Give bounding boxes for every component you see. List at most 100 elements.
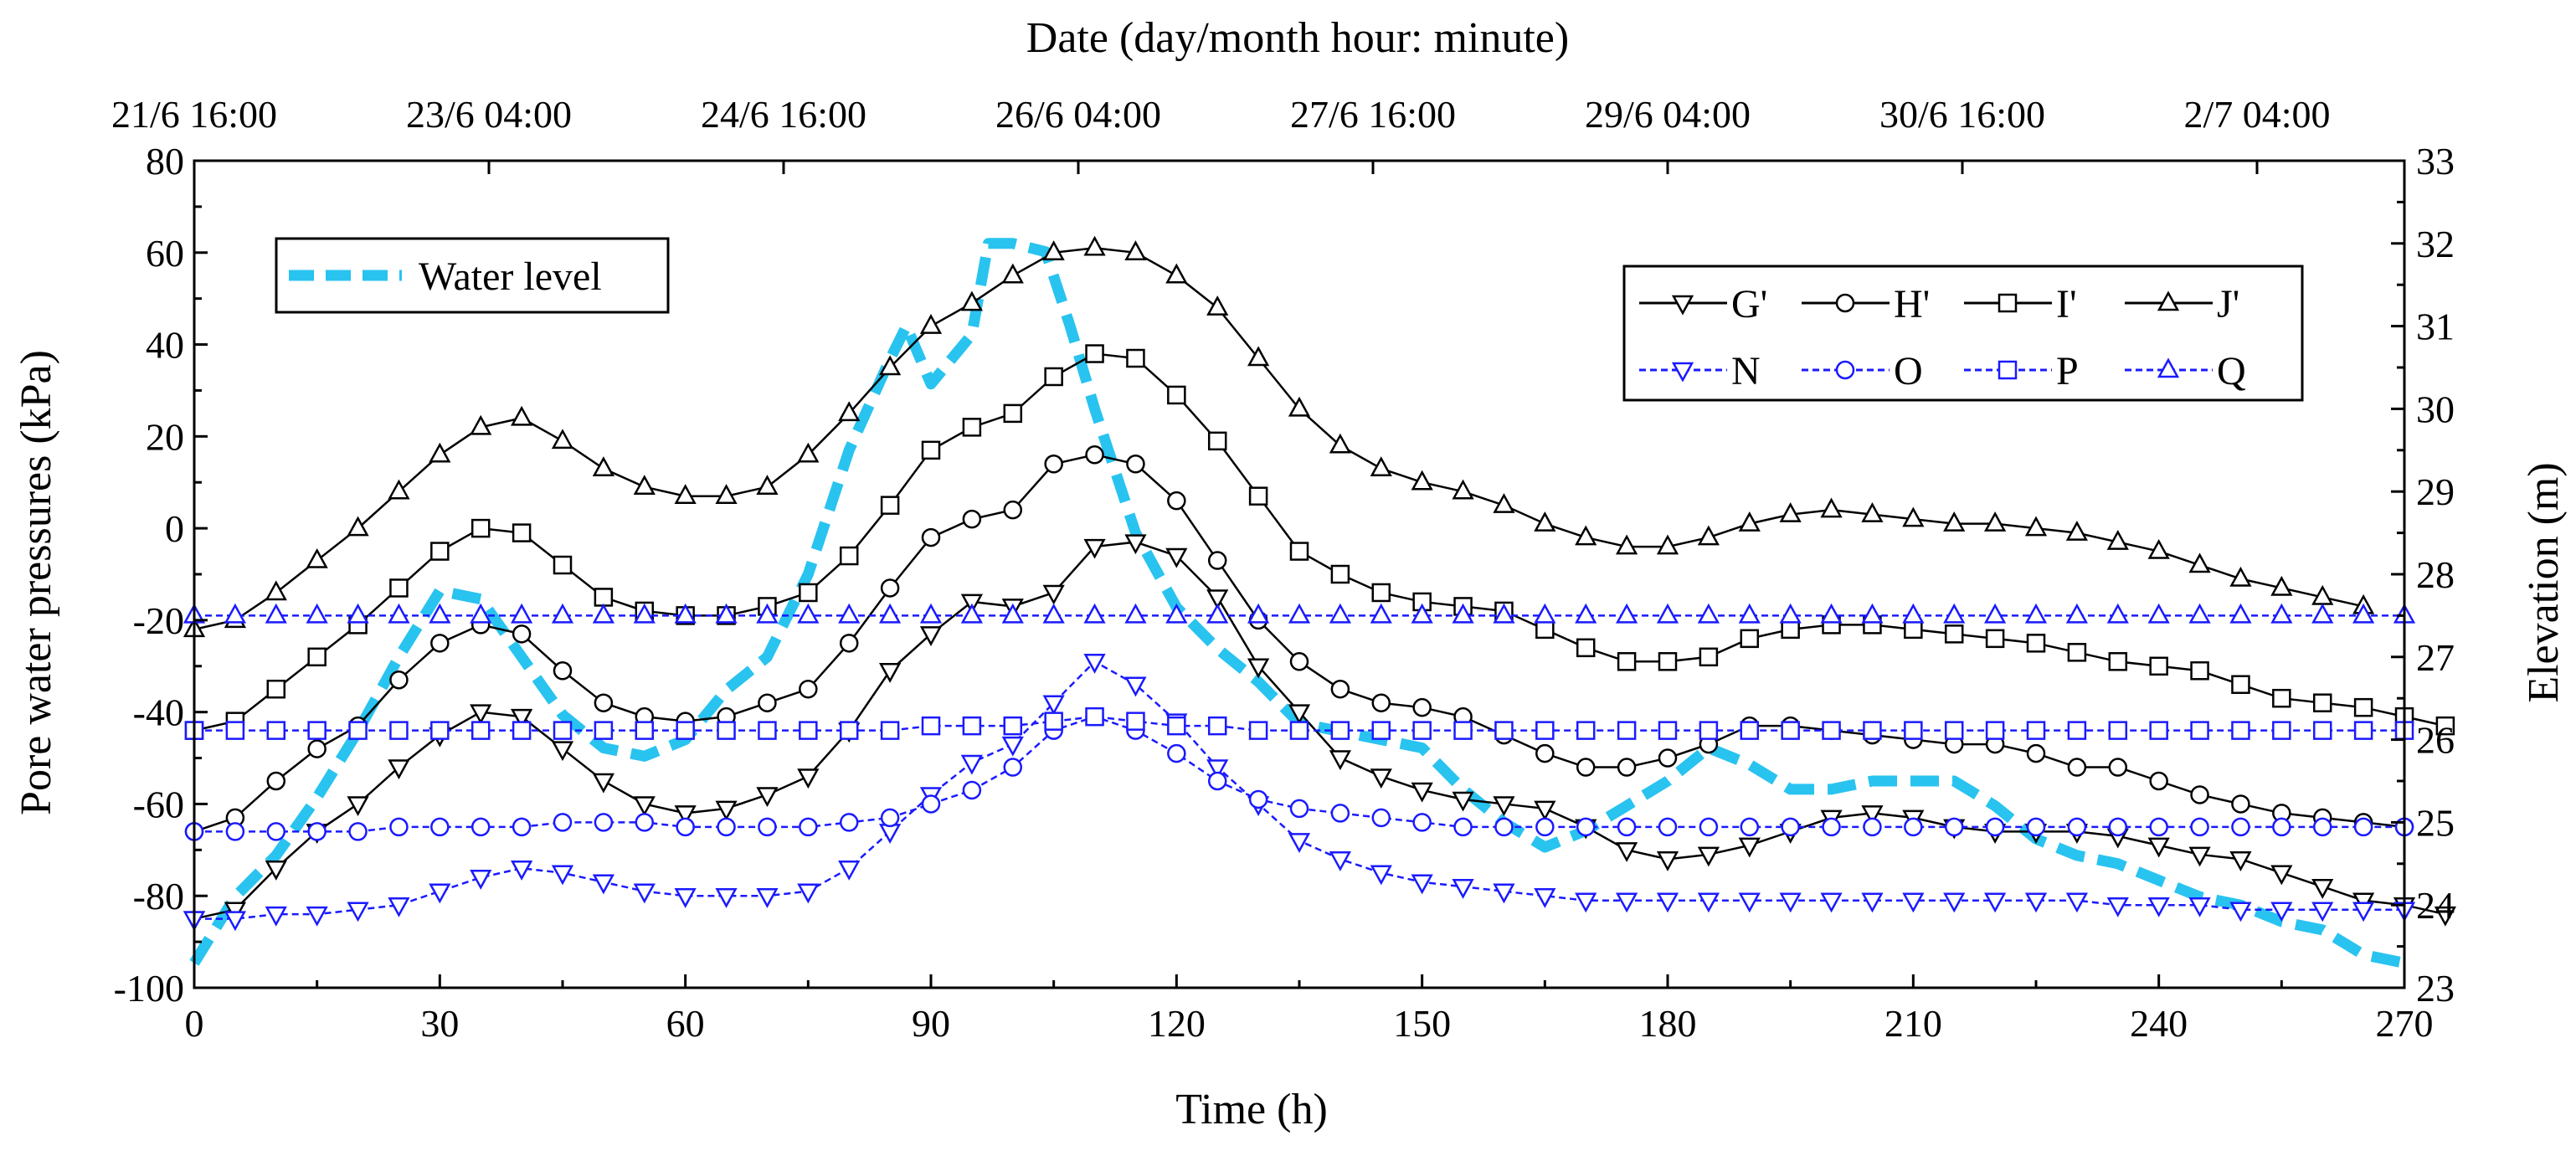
data-point-j — [2229, 566, 2252, 587]
data-point-o — [1617, 817, 1637, 837]
data-point-j — [715, 484, 738, 504]
data-point-n — [510, 861, 533, 881]
top-tick-label: 2/7 04:00 — [2183, 93, 2330, 136]
series-legend: G' H' I' J' N O P Q — [1622, 265, 2304, 402]
data-point-p — [758, 721, 777, 740]
data-point-n — [1820, 892, 1843, 913]
y-right-tick-label: 32 — [2416, 223, 2455, 265]
data-point-h — [2231, 794, 2250, 814]
data-point-q — [633, 603, 656, 624]
data-point-n — [1902, 892, 1925, 913]
data-point-p — [348, 721, 368, 740]
data-point-i — [1535, 619, 1555, 640]
data-point-o — [1576, 817, 1596, 837]
data-point-j — [1083, 235, 1106, 256]
data-point-j — [1370, 456, 1392, 477]
data-point-q — [797, 603, 820, 624]
data-point-o — [2353, 817, 2373, 837]
x-tick-label: 60 — [666, 1002, 705, 1045]
data-point-g — [388, 759, 410, 780]
data-point-g — [1493, 796, 1515, 817]
data-point-n — [633, 883, 656, 904]
data-point-q — [2106, 603, 2129, 624]
data-point-g — [510, 708, 533, 729]
data-point-j — [878, 355, 902, 376]
data-point-i — [1289, 542, 1309, 561]
data-point-o — [266, 822, 286, 841]
data-point-i — [2190, 661, 2209, 681]
data-point-n — [224, 911, 247, 932]
data-point-q — [551, 603, 574, 624]
data-point-n — [1575, 892, 1597, 913]
data-point-g — [2311, 878, 2334, 899]
data-point-q — [1861, 603, 1884, 624]
data-point-g — [1370, 768, 1392, 789]
data-point-p — [1576, 721, 1596, 740]
data-point-i — [1003, 403, 1023, 424]
data-point-j — [2147, 538, 2170, 559]
data-point-i — [470, 518, 491, 538]
data-point-n — [2229, 902, 2252, 922]
data-point-q — [2311, 603, 2334, 624]
data-point-j — [388, 479, 410, 500]
data-point-n — [1001, 736, 1024, 757]
data-point-h — [1167, 491, 1186, 511]
series-line-n — [194, 660, 2404, 920]
data-point-g — [1656, 851, 1679, 871]
data-point-j — [347, 516, 369, 537]
data-point-n — [1697, 892, 1720, 913]
legend-marker-g — [1671, 295, 1694, 316]
data-point-p — [676, 721, 695, 740]
data-point-g — [715, 800, 738, 821]
data-point-p — [266, 721, 286, 740]
data-point-n — [1861, 892, 1884, 913]
data-point-j — [265, 580, 287, 601]
data-point-q — [1738, 603, 1761, 624]
data-point-p — [430, 721, 450, 740]
data-point-p — [921, 716, 941, 736]
data-point-n — [2188, 897, 2211, 917]
data-point-q — [510, 603, 533, 624]
data-point-o — [1781, 817, 1800, 837]
data-point-j — [510, 405, 533, 426]
top-tick-label: 26/6 04:00 — [995, 93, 1161, 136]
legend-label-p: P — [2056, 349, 2079, 393]
data-point-o — [1494, 817, 1514, 837]
data-point-q — [2352, 603, 2375, 624]
data-point-i — [1985, 629, 2005, 649]
data-point-q — [838, 603, 861, 624]
data-point-q — [1983, 603, 2007, 624]
data-point-g — [1165, 547, 1188, 568]
data-point-j — [1165, 263, 1188, 284]
data-point-g — [1861, 805, 1884, 826]
data-point-n — [1943, 892, 1966, 913]
data-point-q — [1697, 603, 1720, 624]
data-point-n — [1534, 887, 1556, 908]
data-point-n — [1042, 695, 1065, 716]
water-level-series — [189, 238, 2406, 969]
data-point-o — [799, 817, 818, 837]
data-point-p — [2312, 721, 2332, 740]
data-point-n — [306, 906, 328, 927]
data-point-h — [1412, 697, 1432, 717]
legend-label-o: O — [1894, 349, 1923, 393]
data-point-n — [1615, 892, 1638, 913]
x-tick-label: 120 — [1148, 1002, 1206, 1045]
x-axis-title: Time (h) — [1175, 1086, 1328, 1133]
data-point-g — [470, 704, 492, 725]
data-point-q — [1042, 603, 1065, 624]
data-point-i — [2149, 656, 2168, 676]
data-point-o — [512, 817, 532, 837]
data-point-o — [2149, 817, 2168, 837]
data-point-j — [2024, 516, 2048, 537]
data-point-n — [1493, 883, 1515, 904]
data-point-q — [1329, 603, 1352, 624]
data-point-h — [758, 693, 777, 712]
y-axis-left-title: Pore water pressures (kPa) — [13, 350, 60, 815]
data-point-n — [551, 865, 574, 886]
data-point-o — [470, 817, 491, 837]
data-point-h — [1617, 758, 1637, 777]
data-point-h — [1044, 455, 1063, 474]
data-point-h — [2190, 785, 2209, 804]
